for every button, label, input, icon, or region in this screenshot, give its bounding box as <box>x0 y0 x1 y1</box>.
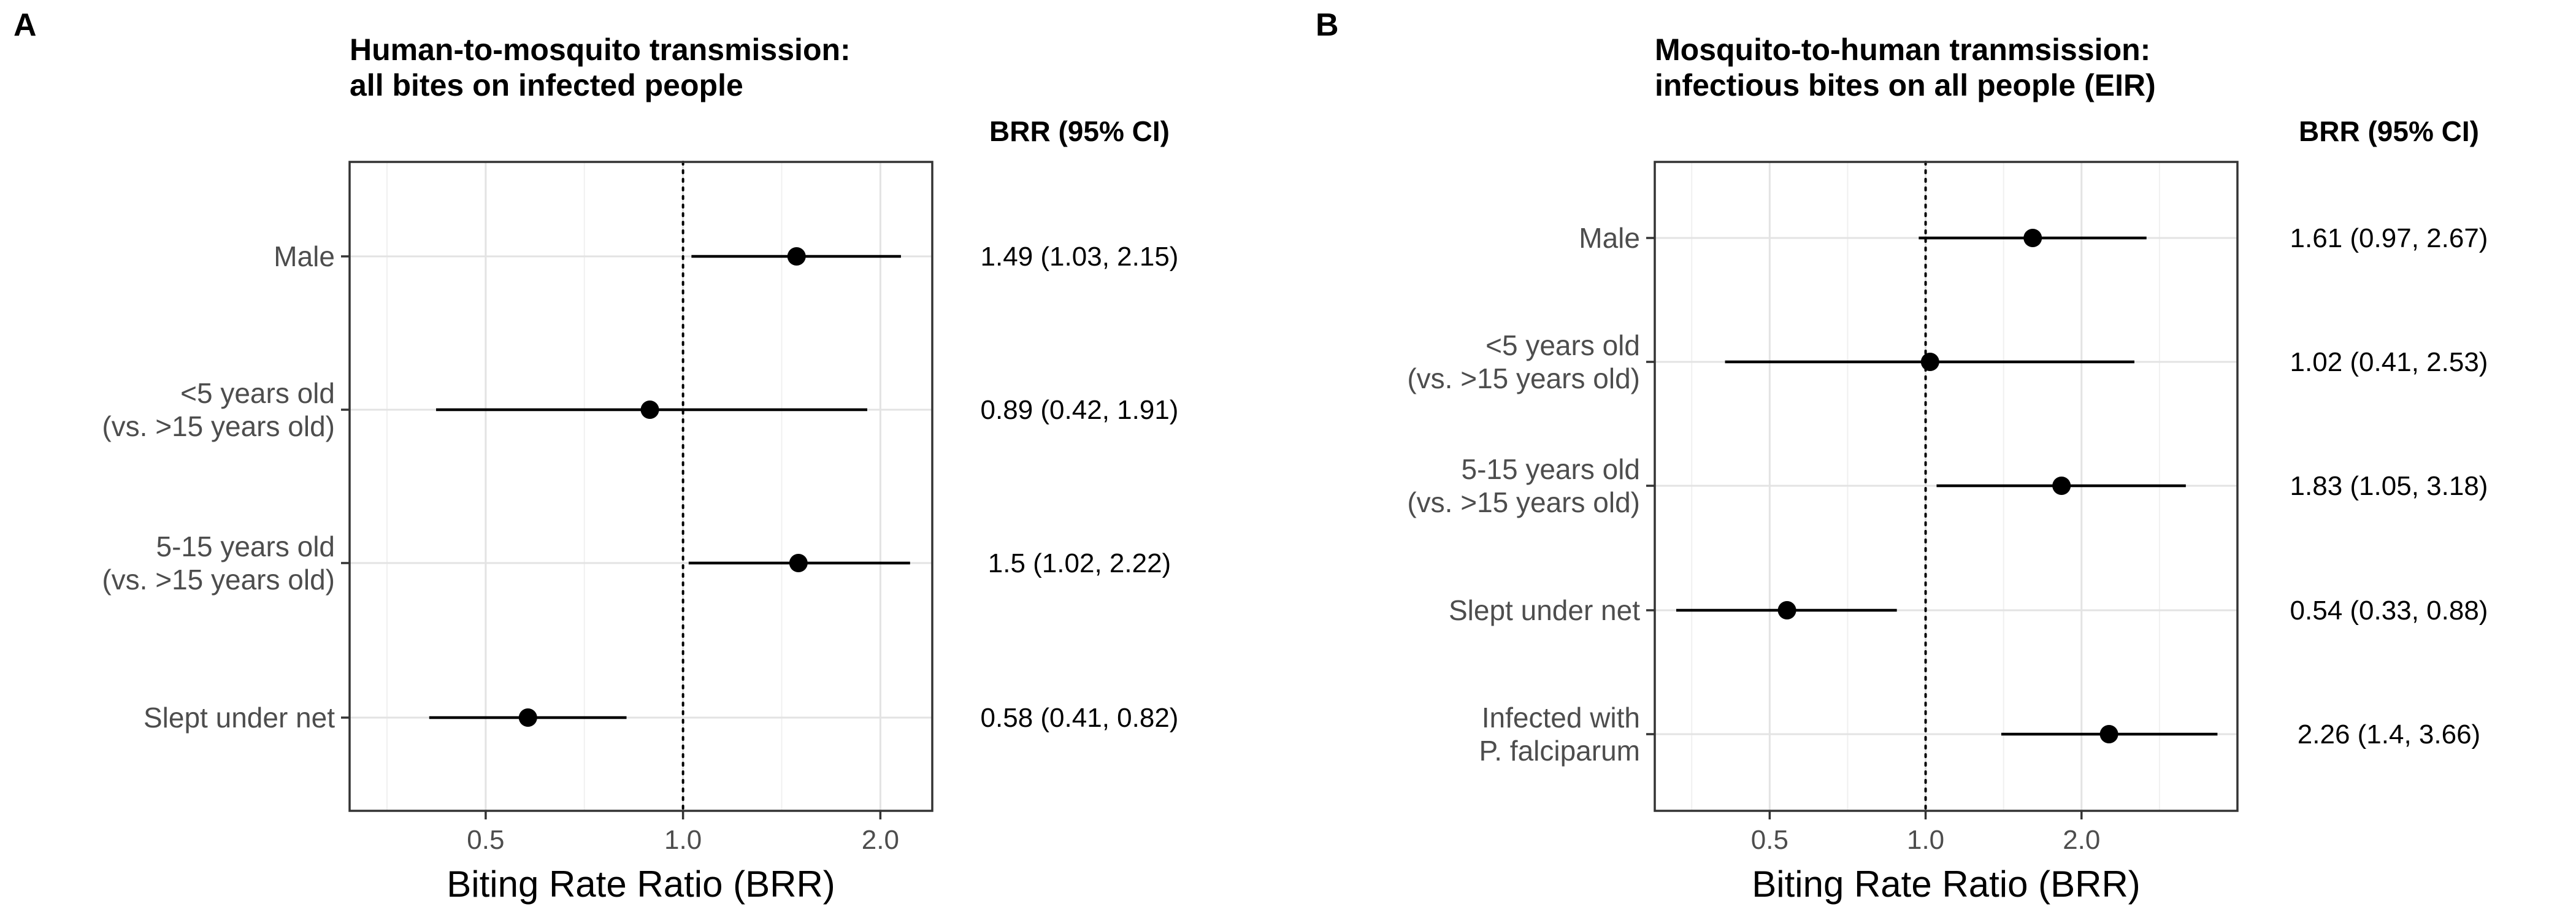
ci-label: 1.5 (1.02, 2.22) <box>988 548 1171 578</box>
ci-label: 0.54 (0.33, 0.88) <box>2290 596 2488 626</box>
panel-letter: B <box>1316 7 1339 43</box>
y-axis-label: (vs. >15 years old) <box>102 410 335 442</box>
ci-label: 1.02 (0.41, 2.53) <box>2290 347 2488 377</box>
y-axis-label: 5-15 years old <box>156 531 335 562</box>
panel-a: A Human-to-mosquito transmission:all bite… <box>13 7 1178 905</box>
y-axis-label: (vs. >15 years old) <box>1407 486 1640 518</box>
y-axis-label: Infected with <box>1482 702 1640 734</box>
x-tick-label: 1.0 <box>1907 825 1944 855</box>
point-estimate <box>1920 353 1939 371</box>
y-axis-label: (vs. >15 years old) <box>1407 362 1640 394</box>
panel-title-line: Human-to-mosquito transmission: <box>350 33 851 67</box>
plot-background <box>350 162 932 811</box>
ci-label: 0.89 (0.42, 1.91) <box>981 395 1179 425</box>
x-tick-label: 0.5 <box>1751 825 1788 855</box>
point-estimate <box>640 401 659 419</box>
point-estimate <box>2052 477 2071 495</box>
y-axis-label: Male <box>1579 222 1640 254</box>
plot-border <box>348 161 933 812</box>
point-estimate <box>787 247 806 266</box>
panel-title-line: infectious bites on all people (EIR) <box>1655 68 2156 102</box>
y-axis-label: (vs. >15 years old) <box>102 564 335 596</box>
y-axis-label: <5 years old <box>180 377 335 409</box>
ci-column-header: BRR (95% CI) <box>2299 115 2479 147</box>
ci-label: 2.26 (1.4, 3.66) <box>2298 719 2480 749</box>
ci-label: 0.58 (0.41, 0.82) <box>981 703 1179 733</box>
ci-column-header: BRR (95% CI) <box>989 115 1170 147</box>
x-axis-title: Biting Rate Ratio (BRR) <box>447 864 835 905</box>
x-axis-title: Biting Rate Ratio (BRR) <box>1752 864 2141 905</box>
x-tick-label: 0.5 <box>467 825 504 855</box>
y-axis-label: Male <box>274 240 335 272</box>
point-estimate <box>789 554 808 572</box>
point-estimate <box>2023 229 2042 247</box>
point-estimate <box>1777 601 1796 619</box>
panel-title-line: all bites on infected people <box>350 68 743 102</box>
panel-title-line: Mosquito-to-human tranmsission: <box>1655 33 2150 67</box>
y-axis-label: <5 years old <box>1485 329 1640 361</box>
y-axis-label: Slept under net <box>144 702 335 734</box>
ci-label: 1.61 (0.97, 2.67) <box>2290 223 2488 253</box>
ci-label: 1.83 (1.05, 3.18) <box>2290 471 2488 501</box>
panel-letter: A <box>13 7 37 43</box>
y-axis-label: 5-15 years old <box>1462 453 1641 485</box>
x-tick-label: 1.0 <box>664 825 702 855</box>
y-axis-label: Slept under net <box>1449 594 1640 626</box>
point-estimate <box>2099 725 2118 743</box>
y-axis-label: P. falciparum <box>1479 735 1640 767</box>
panel-b: B Mosquito-to-human tranmsission:infectio… <box>1316 7 2488 905</box>
point-estimate <box>518 708 537 727</box>
x-tick-label: 2.0 <box>2063 825 2100 855</box>
ci-label: 1.49 (1.03, 2.15) <box>981 242 1179 272</box>
x-tick-label: 2.0 <box>862 825 899 855</box>
